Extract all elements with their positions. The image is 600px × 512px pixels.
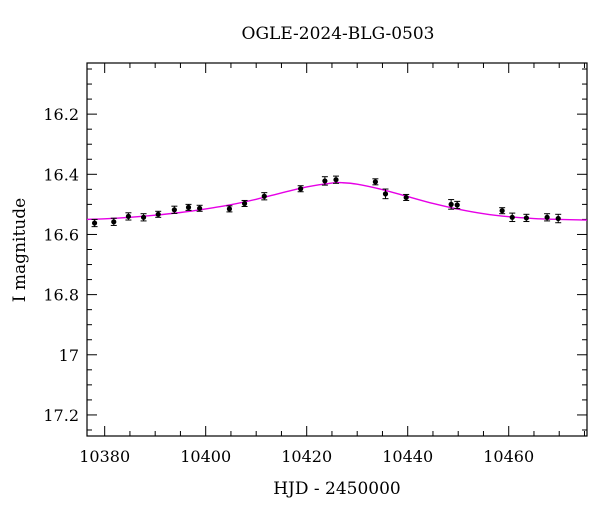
data-point xyxy=(171,205,178,214)
data-marker xyxy=(454,202,460,208)
data-point xyxy=(226,205,233,213)
data-point xyxy=(499,207,506,215)
data-marker xyxy=(555,215,561,222)
data-point xyxy=(196,204,203,212)
data-point xyxy=(509,212,516,223)
data-point xyxy=(448,199,455,210)
plot-frame xyxy=(86,62,588,437)
y-tick-label: 17.2 xyxy=(43,406,79,425)
data-point xyxy=(555,213,562,224)
x-axis-label: HJD - 2450000 xyxy=(273,479,401,499)
model-curve xyxy=(86,181,588,221)
data-marker xyxy=(197,205,203,211)
data-marker xyxy=(544,214,550,220)
x-tick-labels: 10380 10400 10420 10440 10460 xyxy=(79,447,534,466)
data-point xyxy=(185,203,192,211)
data-marker xyxy=(448,201,454,207)
data-point xyxy=(382,188,389,200)
data-marker xyxy=(91,220,98,226)
data-point xyxy=(91,218,98,228)
axis-ticks xyxy=(87,63,587,436)
x-tick-label: 10400 xyxy=(180,447,231,466)
data-marker xyxy=(111,219,117,225)
data-marker xyxy=(261,193,267,199)
x-tick-label: 10420 xyxy=(281,447,332,466)
data-point xyxy=(297,185,304,193)
data-point xyxy=(332,175,339,184)
data-point xyxy=(544,213,551,222)
data-points xyxy=(91,175,562,228)
data-point xyxy=(372,178,379,186)
data-marker xyxy=(523,215,529,221)
data-point xyxy=(523,213,530,223)
data-marker xyxy=(185,204,192,210)
y-tick-label: 17 xyxy=(59,346,79,365)
data-marker xyxy=(382,191,389,197)
data-marker xyxy=(171,207,177,213)
data-marker xyxy=(241,200,248,207)
data-marker xyxy=(499,208,505,214)
data-point xyxy=(454,200,461,210)
data-marker xyxy=(403,194,409,201)
data-point xyxy=(155,210,162,218)
data-marker xyxy=(298,186,304,192)
data-marker xyxy=(125,213,132,220)
data-marker xyxy=(322,178,328,184)
data-marker xyxy=(372,179,378,185)
data-point xyxy=(261,192,268,201)
y-tick-label: 16.4 xyxy=(43,165,79,184)
x-tick-label: 10460 xyxy=(483,447,534,466)
y-tick-labels: 16.2 16.4 16.6 16.8 17 17.2 xyxy=(43,105,79,425)
data-point xyxy=(140,213,147,222)
y-tick-label: 16.8 xyxy=(43,286,79,305)
data-point xyxy=(403,193,410,201)
data-marker xyxy=(226,206,233,212)
y-tick-label: 16.2 xyxy=(43,105,79,124)
chart-title: OGLE-2024-BLG-0503 xyxy=(242,24,435,44)
data-marker xyxy=(140,214,147,220)
y-tick-label: 16.6 xyxy=(43,225,79,244)
data-marker xyxy=(155,211,161,217)
x-tick-label: 10380 xyxy=(79,447,130,466)
data-point xyxy=(125,212,132,221)
x-tick-label: 10440 xyxy=(382,447,433,466)
y-axis-label: I magnitude xyxy=(10,198,30,302)
data-point xyxy=(110,217,117,226)
data-marker xyxy=(333,177,339,183)
data-point xyxy=(321,176,328,186)
data-point xyxy=(241,199,248,207)
data-marker xyxy=(509,214,515,220)
